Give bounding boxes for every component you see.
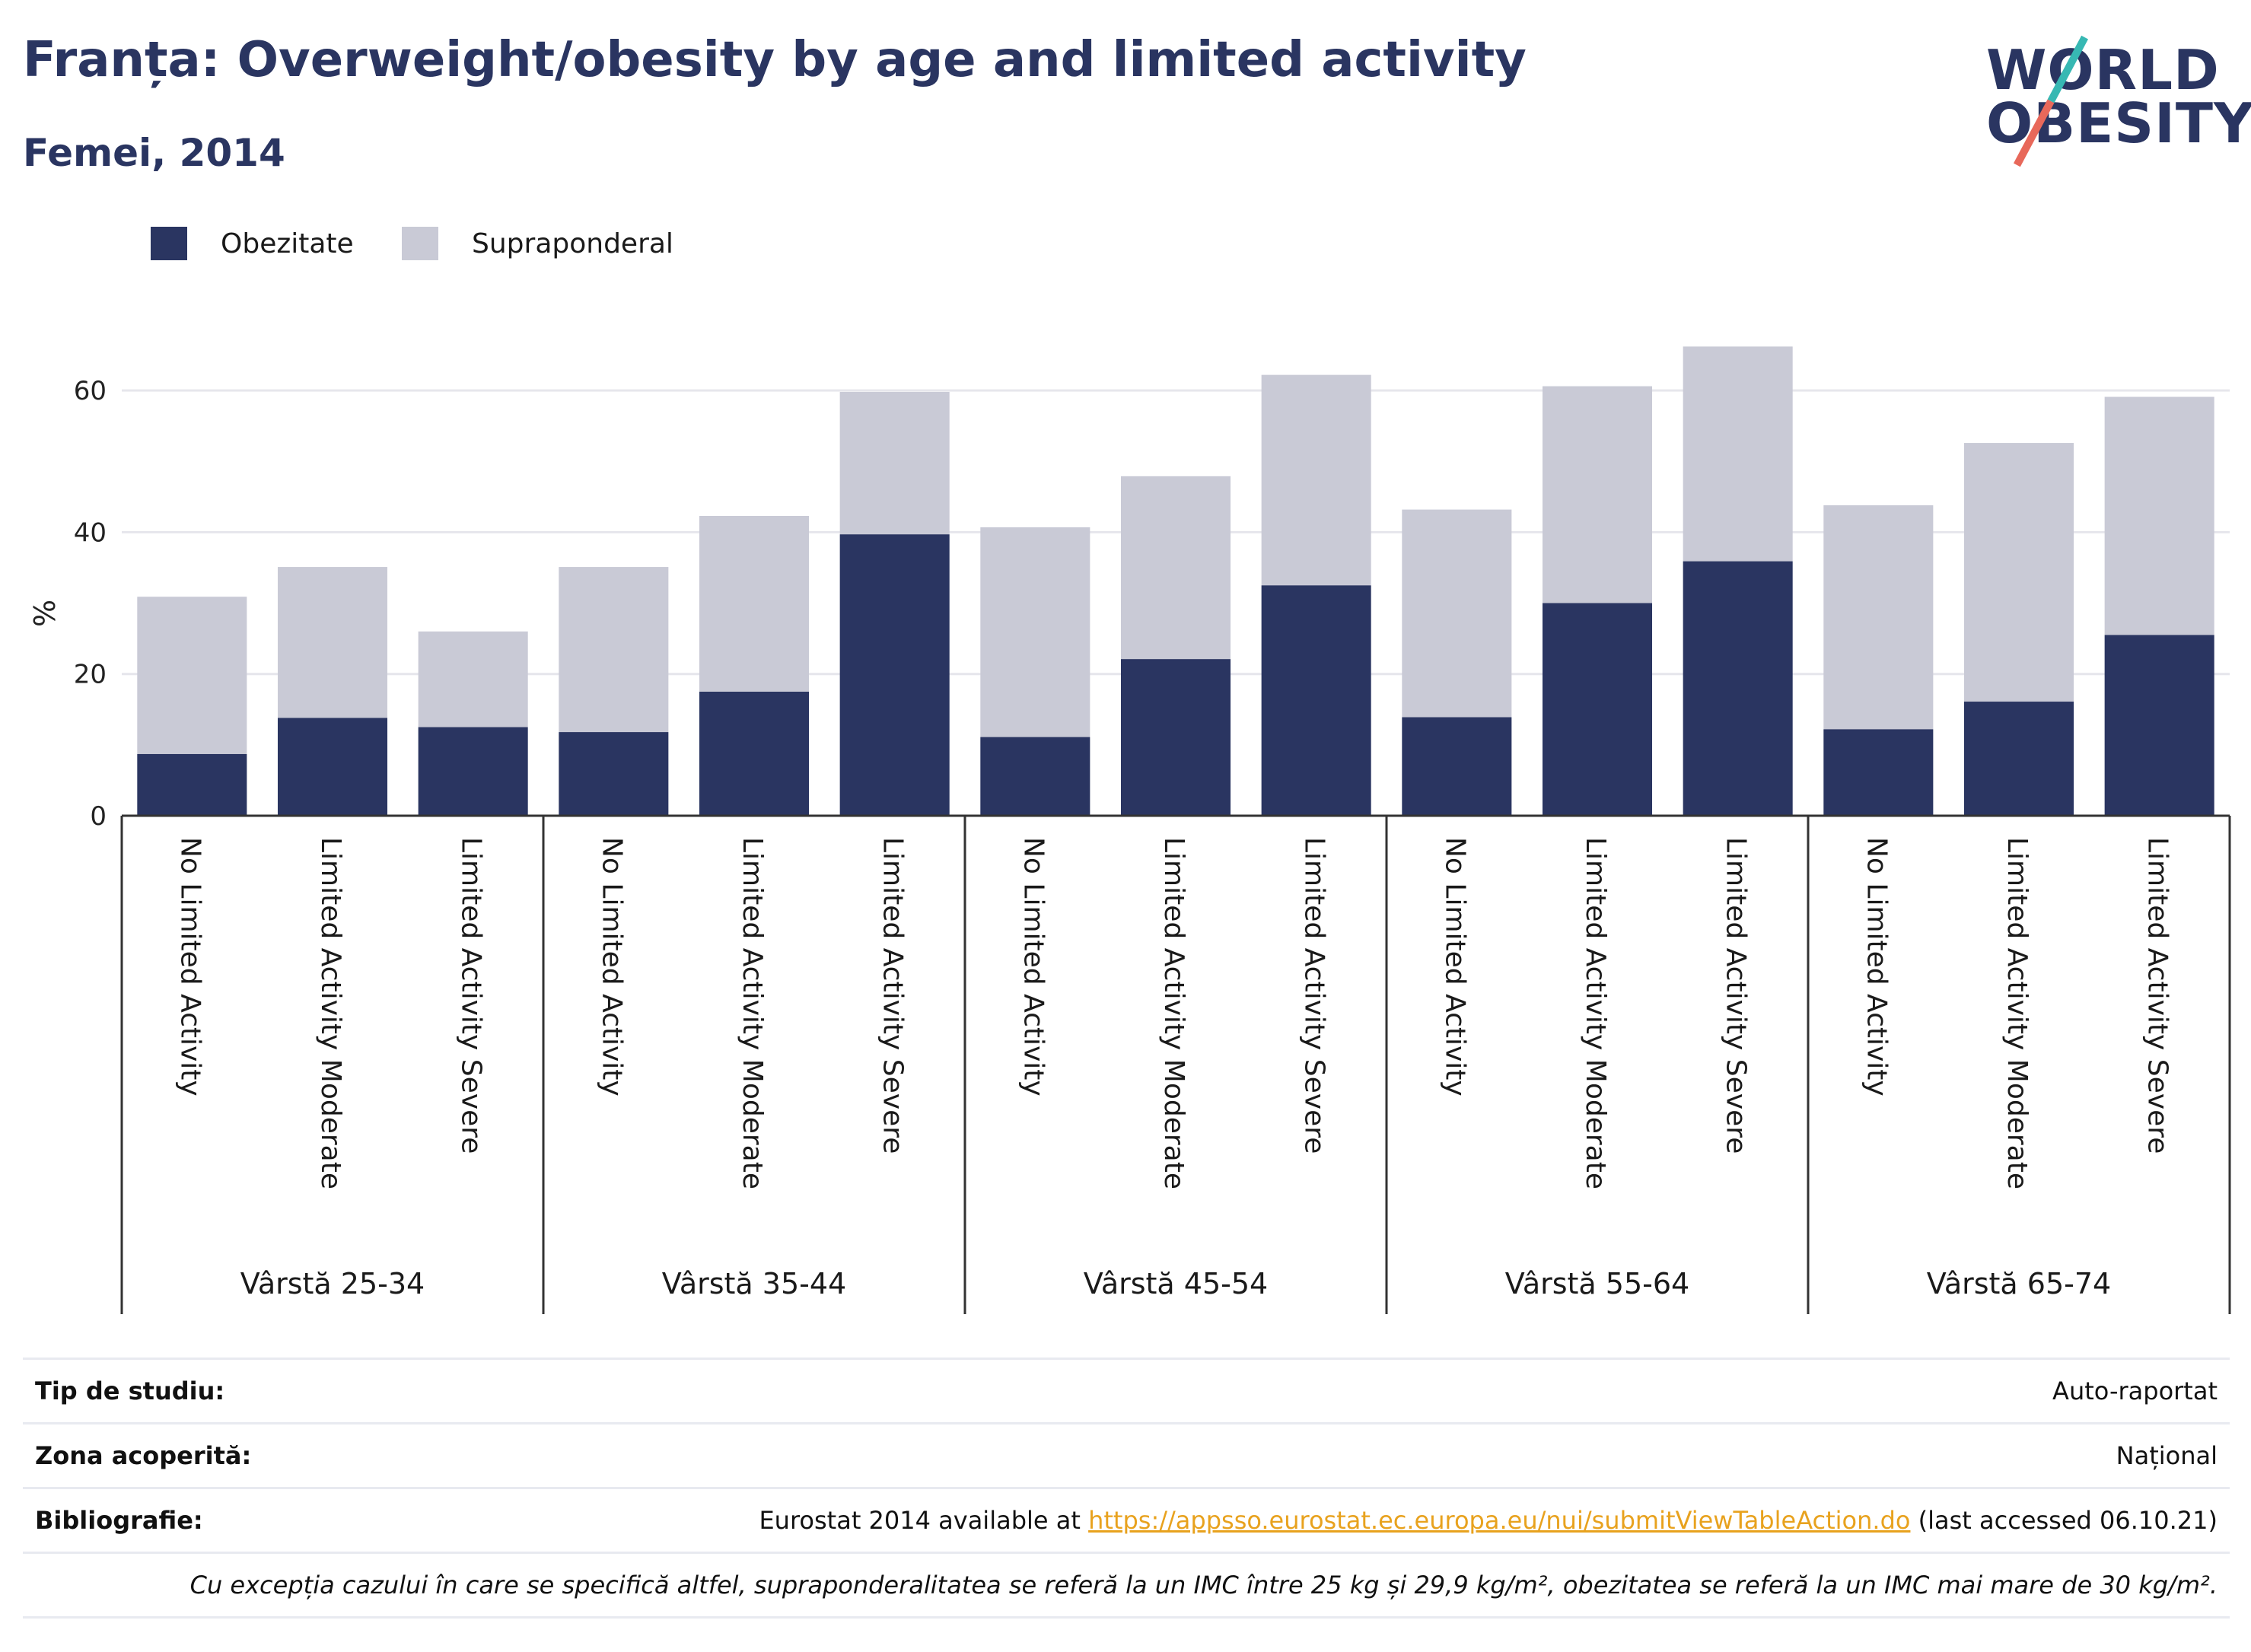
bar-overweight [277, 567, 388, 718]
bar-obesity [1261, 585, 1371, 816]
info-row-coverage: Zona acoperită: Național [23, 1422, 2230, 1487]
info-value: Eurostat 2014 available at https://appss… [759, 1506, 2218, 1535]
bar-overweight [1542, 386, 1653, 603]
bar-obesity [1963, 702, 2074, 816]
y-axis-label: % [28, 600, 62, 627]
info-key: Bibliografie: [35, 1506, 203, 1535]
bar-obesity [418, 727, 528, 816]
bar-overweight [1261, 374, 1371, 586]
bar-obesity [699, 692, 810, 816]
x-group-label: Vârstă 45-54 [1084, 1267, 1268, 1300]
chart-subtitle: Femei, 2014 [23, 131, 285, 175]
bar-obesity [980, 737, 1090, 816]
bar-obesity [1542, 603, 1653, 816]
y-tick-label: 0 [90, 801, 107, 832]
info-row-bibliography: Bibliografie: Eurostat 2014 available at… [23, 1487, 2230, 1552]
legend-swatch-obesity [151, 227, 187, 260]
bar-obesity [277, 718, 388, 816]
bar-overweight [1823, 505, 1934, 730]
x-category-label: No Limited Activity [596, 837, 627, 1097]
x-group-label: Vârstă 55-64 [1505, 1267, 1689, 1300]
x-category-label: No Limited Activity [1017, 837, 1049, 1097]
x-group-label: Vârstă 25-34 [240, 1267, 425, 1300]
bar-overweight [839, 392, 950, 535]
info-value: Auto-raportat [2052, 1377, 2218, 1405]
x-category-label: No Limited Activity [174, 837, 205, 1097]
bar-overweight [699, 516, 810, 692]
info-value: Național [2116, 1441, 2218, 1470]
bar-obesity [1823, 729, 1934, 816]
bibliography-link[interactable]: https://appsso.eurostat.ec.europa.eu/nui… [1088, 1506, 1911, 1535]
x-category-label: No Limited Activity [1861, 837, 1892, 1097]
y-tick-label: 20 [74, 660, 107, 690]
bibliography-suffix: (last accessed 06.10.21) [1910, 1506, 2218, 1535]
x-group-label: Vârstă 65-74 [1927, 1267, 2111, 1300]
info-key: Tip de studiu: [35, 1377, 225, 1405]
x-category-label: Limited Activity Moderate [1158, 837, 1189, 1189]
x-category-label: Limited Activity Severe [456, 837, 487, 1154]
bar-obesity [1683, 561, 1793, 816]
bar-overweight [980, 527, 1090, 737]
x-category-label: Limited Activity Severe [1721, 837, 1752, 1154]
logo-line-1: WORLD [1986, 38, 2220, 102]
x-category-label: Limited Activity Severe [2142, 837, 2173, 1154]
legend-label-obesity: Obezitate [221, 228, 354, 259]
bar-obesity [559, 732, 669, 816]
world-obesity-logo[interactable]: WORLD OBESITY [1986, 21, 2251, 167]
bar-chart: 0 20 40 60% No Limited Activity Limited Activ… [28, 346, 2231, 1314]
info-row-note: Cu excepția cazului în care se specifică… [23, 1552, 2230, 1619]
x-category-label: Limited Activity Severe [1299, 837, 1330, 1154]
bar-overweight [2104, 396, 2214, 635]
x-category-label: Limited Activity Moderate [1580, 837, 1611, 1189]
bar-overweight [1963, 443, 2074, 702]
definition-note: Cu excepția cazului în care se specifică… [189, 1571, 2218, 1599]
bar-obesity [1402, 717, 1512, 816]
chart-title: Franța: Overweight/obesity by age and li… [23, 32, 1527, 88]
bar-obesity [137, 753, 247, 816]
bar-overweight [137, 597, 247, 754]
bar-obesity [839, 534, 950, 816]
x-category-label: No Limited Activity [1439, 837, 1470, 1097]
info-row-study-type: Tip de studiu: Auto-raportat [23, 1358, 2230, 1422]
bar-overweight [1683, 346, 1793, 562]
bar-overweight [559, 567, 669, 733]
bibliography-prefix: Eurostat 2014 available at [759, 1506, 1089, 1535]
info-key: Zona acoperită: [35, 1441, 252, 1470]
y-tick-label: 60 [74, 376, 107, 406]
info-table: Tip de studiu: Auto-raportat Zona acoper… [23, 1358, 2230, 1619]
legend-swatch-overweight [402, 227, 438, 260]
bar-obesity [2104, 635, 2214, 816]
bar-overweight [1402, 509, 1512, 718]
bar-overweight [1120, 476, 1231, 660]
x-category-label: Limited Activity Moderate [2001, 837, 2033, 1189]
x-category-label: Limited Activity Moderate [315, 837, 346, 1189]
x-category-label: Limited Activity Severe [877, 837, 909, 1154]
bar-obesity [1120, 659, 1231, 816]
legend-label-overweight: Supraponderal [472, 228, 673, 259]
x-group-label: Vârstă 35-44 [662, 1267, 846, 1300]
bar-overweight [418, 631, 528, 727]
y-tick-label: 40 [74, 517, 107, 548]
x-category-label: Limited Activity Moderate [737, 837, 768, 1189]
